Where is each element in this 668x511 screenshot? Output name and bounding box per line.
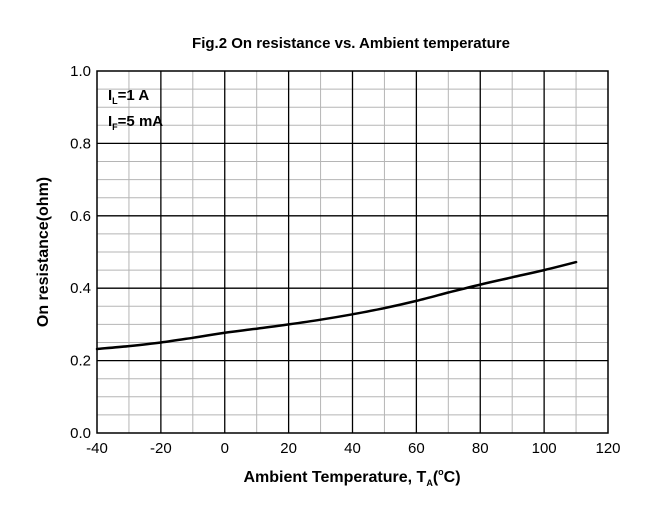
y-tick-label: 0.8 [70, 135, 91, 152]
x-tick-label: 120 [595, 440, 620, 457]
x-tick-label: 100 [532, 440, 557, 457]
annotation-il: IL=1 A [108, 87, 149, 106]
annotation-if: IF=5 mA [108, 113, 163, 132]
x-tick-label: -20 [150, 440, 172, 457]
major-grid [97, 71, 608, 433]
x-axis-label: Ambient Temperature, TA(oC) [243, 467, 460, 488]
y-tick-label: 0.4 [70, 280, 91, 297]
x-tick-label: 40 [344, 440, 361, 457]
y-tick-label: 0.2 [70, 353, 91, 370]
y-tick-label: 0.6 [70, 208, 91, 225]
x-tick-labels: -40 -20 0 20 40 60 80 100 120 [86, 440, 620, 457]
series-line-on-resistance [95, 260, 578, 351]
x-tick-label: 60 [408, 440, 425, 457]
x-tick-label: 80 [472, 440, 489, 457]
x-tick-label: 20 [280, 440, 297, 457]
chart-title: Fig.2 On resistance vs. Ambient temperat… [192, 35, 510, 52]
x-tick-label: -40 [86, 440, 108, 457]
y-tick-label: 0.0 [70, 425, 91, 442]
x-tick-label: 0 [221, 440, 229, 457]
y-tick-label: 1.0 [70, 63, 91, 80]
plot-frame [96, 70, 609, 434]
y-tick-labels: 0.0 0.2 0.4 0.6 0.8 1.0 [70, 63, 91, 442]
y-axis-label: On resistance(ohm) [35, 177, 52, 327]
